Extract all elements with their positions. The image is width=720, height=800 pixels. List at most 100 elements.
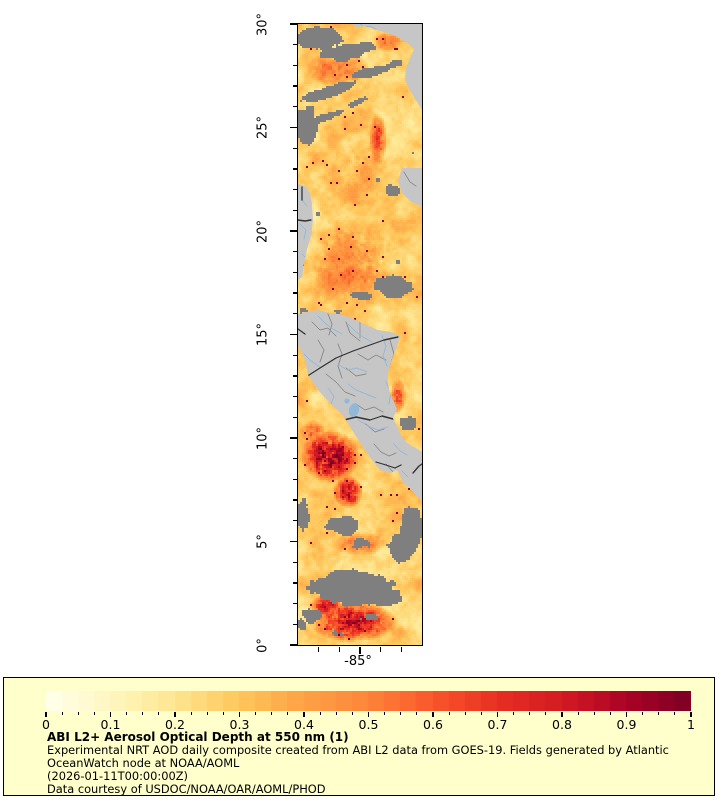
lat-minor-tick [293, 561, 298, 563]
colorbar-minor-tick [400, 712, 402, 715]
colorbar-minor-tick [190, 712, 192, 715]
lat-minor-tick [293, 64, 298, 67]
colorbar-minor-tick [271, 712, 273, 715]
lon-minor-tick [318, 646, 320, 652]
lat-minor-tick [293, 188, 298, 191]
legend-line: OceanWatch node at NOAA/AOML [47, 755, 240, 770]
lat-minor-tick [293, 602, 298, 605]
colorbar-minor-tick [593, 712, 595, 715]
lat-minor-tick [293, 520, 298, 522]
lat-minor-tick [293, 44, 298, 46]
colorbar-minor-tick [206, 712, 208, 715]
colorbar-major-tick [45, 712, 47, 717]
colorbar-minor-tick [529, 712, 531, 715]
lat-minor-tick [293, 313, 298, 315]
lat-major-tick [290, 540, 298, 543]
lat-minor-tick [293, 478, 298, 481]
colorbar-major-tick [238, 712, 241, 717]
lat-major-tick [290, 126, 298, 129]
colorbar-tick-label: 0.6 [423, 717, 443, 732]
lon-tick-label: -85° [344, 654, 372, 669]
colorbar-minor-tick [674, 712, 676, 715]
colorbar-minor-tick [658, 712, 660, 715]
colorbar-minor-tick [222, 712, 224, 715]
lon-major-tick [359, 646, 361, 654]
lat-minor-tick [293, 395, 298, 398]
colorbar-major-tick [432, 712, 434, 717]
colorbar-major-tick [174, 712, 176, 717]
colorbar-minor-tick [255, 712, 257, 715]
lat-tick-label: 5° [255, 534, 271, 549]
colorbar-minor-tick [335, 712, 337, 715]
colorbar-minor-tick [351, 712, 353, 715]
colorbar-minor-tick [464, 712, 466, 715]
lat-minor-tick [293, 85, 298, 87]
colorbar-minor-tick [480, 712, 482, 715]
colorbar [46, 691, 691, 711]
colorbar-minor-tick [545, 712, 547, 715]
colorbar-tick-label: 0.1 [100, 717, 121, 732]
lat-minor-tick [293, 582, 298, 584]
colorbar-major-tick [496, 712, 499, 717]
aod-raster-canvas [298, 24, 422, 645]
colorbar-minor-tick [448, 712, 450, 715]
colorbar-minor-tick [642, 712, 644, 715]
lon-minor-tick [338, 646, 340, 652]
colorbar-minor-tick [77, 712, 79, 715]
lat-major-tick [290, 644, 298, 646]
lat-tick-label: 10° [255, 426, 271, 450]
colorbar-minor-tick [93, 712, 95, 715]
lat-tick-label: 20° [255, 219, 271, 243]
colorbar-tick-label: 0.8 [552, 717, 572, 732]
lat-tick-label: 25° [255, 115, 271, 140]
lat-major-tick [290, 23, 298, 25]
colorbar-major-tick [109, 712, 112, 717]
colorbar-major-tick [625, 712, 628, 717]
lat-minor-tick [293, 499, 298, 501]
lat-tick-label: 0° [255, 637, 271, 653]
lat-major-tick [290, 230, 298, 232]
colorbar-tick-label: 0.2 [165, 717, 185, 732]
colorbar-minor-tick [142, 712, 144, 715]
lat-minor-tick [293, 458, 298, 460]
lat-minor-tick [293, 168, 298, 170]
lat-minor-tick [293, 251, 298, 253]
lat-minor-tick [293, 623, 298, 625]
colorbar-minor-tick [158, 712, 160, 715]
lat-minor-tick [293, 209, 298, 211]
colorbar-minor-tick [126, 712, 128, 715]
lat-minor-tick [293, 354, 298, 356]
lat-major-tick [290, 437, 298, 439]
lat-minor-tick [293, 292, 298, 294]
colorbar-tick-label: 0 [42, 717, 50, 732]
legend-line: Data courtesy of USDOC/NOAA/OAR/AOML/PHO… [47, 781, 326, 796]
legend-line: (2026-01-11T00:00:00Z) [47, 768, 189, 783]
colorbar-minor-tick [609, 712, 611, 715]
colorbar-tick-label: 0.7 [487, 717, 508, 732]
colorbar-tick-label: 1 [687, 717, 695, 732]
lat-minor-tick [293, 416, 298, 418]
lat-tick-label: 15° [255, 322, 271, 347]
colorbar-minor-tick [577, 712, 579, 715]
colorbar-minor-tick [416, 712, 418, 715]
legend-panel: 0 0.1 0.2 0.3 0.4 0.5 0.6 0.7 0.8 0.9 1 ABI L2+ Ae… [3, 677, 715, 796]
colorbar-minor-tick [384, 712, 386, 715]
legend-line: Experimental NRT AOD daily composite cre… [47, 743, 669, 757]
legend-title: ABI L2+ Aerosol Optical Depth at 550 nm … [47, 730, 349, 744]
colorbar-tick-label: 0.9 [616, 717, 637, 732]
colorbar-tick-label: 0.3 [229, 717, 250, 732]
lat-minor-tick [293, 375, 298, 377]
colorbar-tick-label: 0.4 [294, 717, 314, 732]
colorbar-minor-tick [61, 712, 63, 715]
colorbar-minor-tick [287, 712, 289, 715]
lat-minor-tick [293, 147, 298, 149]
lon-minor-tick [400, 646, 402, 652]
lat-tick-label: 30° [255, 12, 271, 36]
lat-minor-tick [293, 271, 298, 274]
colorbar-major-tick [303, 712, 305, 717]
colorbar-minor-tick [513, 712, 515, 715]
lat-major-tick [290, 333, 298, 336]
colorbar-major-tick [561, 712, 563, 717]
lon-minor-tick [380, 646, 382, 652]
